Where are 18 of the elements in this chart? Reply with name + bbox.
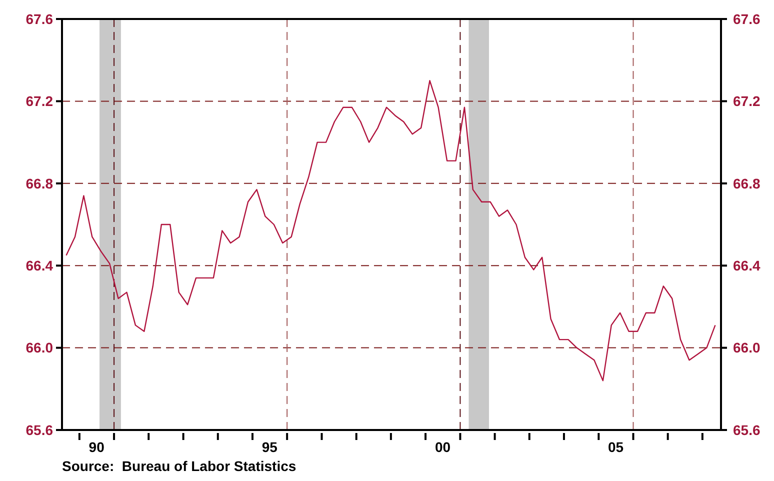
y2-tick-label: 66.8 <box>733 175 760 192</box>
line-series <box>66 80 716 382</box>
y-tick-label: 66.8 <box>26 175 54 192</box>
x-tick-label: 95 <box>262 439 278 455</box>
y2-tick-label: 66.4 <box>733 258 760 274</box>
y-tick-label: 66.0 <box>26 340 54 356</box>
x-tick-label: 90 <box>88 439 105 455</box>
y-tick-label: 67.2 <box>26 93 54 110</box>
y2-tick-label: 67.2 <box>733 93 760 110</box>
source-note: Source: Bureau of Labor Statistics <box>62 458 296 474</box>
y-tick-label: 66.4 <box>26 258 54 274</box>
y-tick-label: 65.6 <box>26 422 54 438</box>
x-tick-label: 05 <box>608 439 624 455</box>
x-tick-label: 00 <box>434 439 451 455</box>
y2-tick-label: 67.6 <box>733 10 760 27</box>
y2-tick-label: 65.6 <box>733 422 760 438</box>
y-tick-label: 67.6 <box>26 10 54 27</box>
y2-tick-label: 66.0 <box>733 340 760 356</box>
